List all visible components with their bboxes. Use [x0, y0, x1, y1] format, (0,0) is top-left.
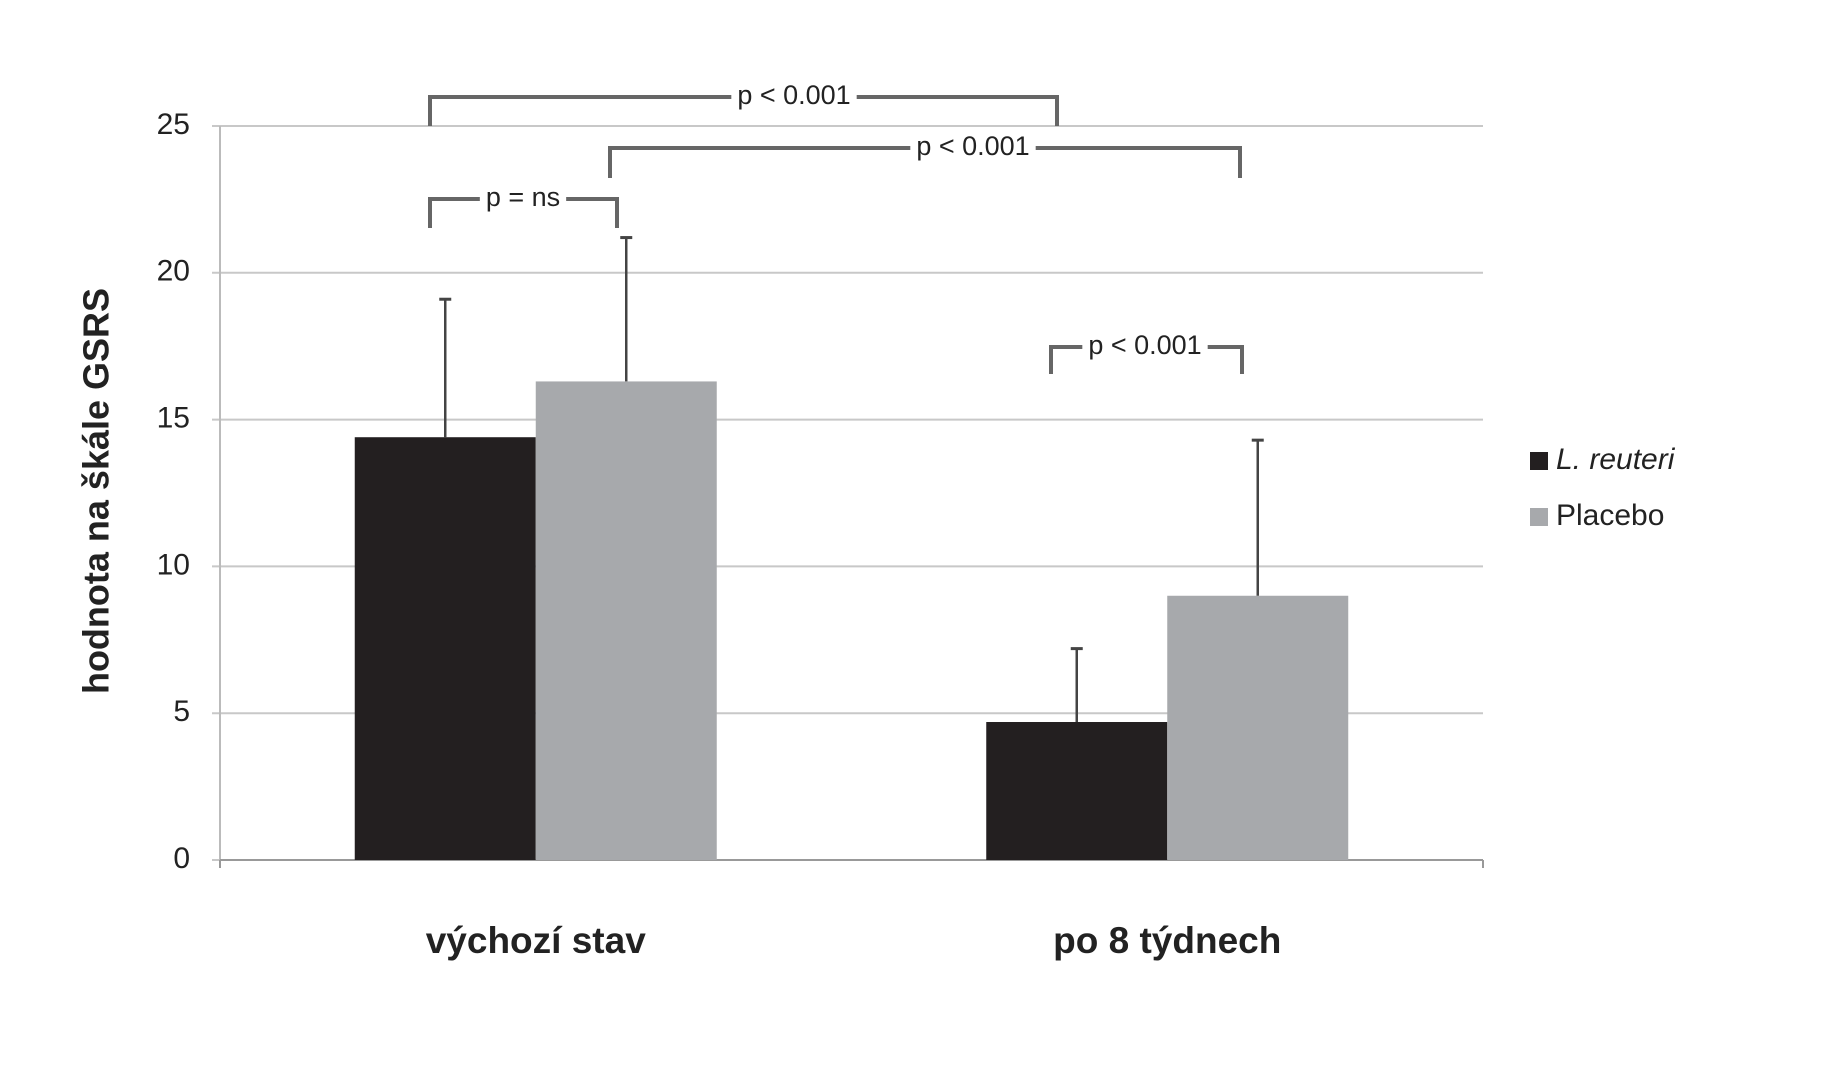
annotation-bg: [479, 182, 567, 213]
annotation-bg: [910, 131, 1036, 162]
x-tick-label: výchozí stav: [426, 920, 646, 961]
annotation: p < 0.001: [737, 80, 850, 110]
x-tick-label: po 8 týdnech: [1053, 920, 1281, 961]
legend-label: L. reuteri: [1556, 443, 1676, 476]
y-tick-label: 20: [157, 255, 190, 288]
annotation: p < 0.001: [916, 131, 1029, 161]
annotation-bg: [1082, 330, 1208, 361]
annotation: p < 0.001: [1088, 330, 1201, 360]
y-tick-label: 25: [157, 108, 190, 141]
y-axis-title: hodnota na škále GSRS: [76, 288, 117, 694]
bar: [986, 722, 1168, 860]
y-tick-label: 10: [157, 548, 190, 581]
y-tick-label: 5: [173, 695, 190, 728]
bar: [354, 437, 536, 860]
legend-label: Placebo: [1556, 499, 1664, 532]
legend-swatch: [1530, 452, 1548, 470]
y-tick-label: 15: [157, 402, 190, 435]
annotation: p = ns: [486, 182, 560, 212]
bar: [1167, 595, 1349, 860]
y-tick-label: 0: [173, 842, 190, 875]
legend-swatch: [1530, 508, 1548, 526]
bar: [535, 381, 717, 860]
annotation-bg: [731, 80, 857, 111]
